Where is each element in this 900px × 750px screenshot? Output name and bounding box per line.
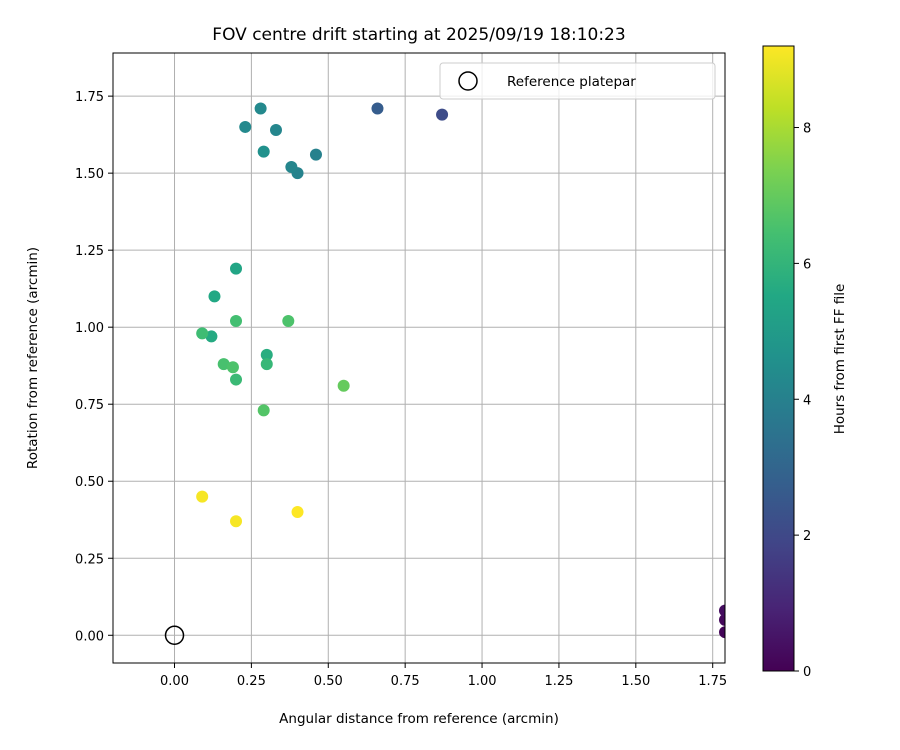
data-point (285, 160, 298, 173)
chart-title: FOV centre drift starting at 2025/09/19 … (212, 25, 625, 45)
data-point (719, 626, 725, 639)
y-axis-label: Rotation from reference (arcmin) (25, 247, 41, 469)
data-point (269, 124, 282, 137)
data-point (230, 515, 243, 528)
data-point (337, 379, 350, 392)
colorbar-tick-label: 2 (803, 529, 811, 544)
data-point (230, 262, 243, 275)
legend-marker (458, 71, 478, 91)
scatter-points (196, 102, 725, 639)
data-point (196, 327, 209, 340)
data-point (436, 108, 449, 121)
colorbar-tick-label: 6 (803, 257, 811, 272)
y-axis-ticks: 0.00 0.25 0.50 0.75 1.00 1.25 1.50 1.75 (75, 90, 113, 644)
x-tick-label: 0.75 (391, 674, 420, 689)
data-point (257, 145, 270, 158)
x-tick-label: 0.25 (237, 674, 266, 689)
colorbar-tick-label: 8 (803, 122, 811, 137)
x-tick-label: 1.75 (698, 674, 727, 689)
data-point (260, 348, 273, 361)
reference-marker (164, 625, 185, 646)
colorbar-gradient (762, 45, 795, 672)
data-point (309, 148, 322, 161)
data-point (371, 102, 384, 115)
data-point (291, 506, 304, 519)
x-tick-label: 1.25 (544, 674, 573, 689)
colorbar: 0 2 4 6 8 Hours from first FF file (762, 45, 848, 680)
y-tick-label: 1.75 (75, 90, 104, 105)
data-point (257, 404, 270, 417)
legend-label: Reference platepar (507, 74, 636, 90)
data-point (719, 604, 725, 617)
x-axis-label: Angular distance from reference (arcmin) (279, 711, 559, 727)
x-tick-label: 0.00 (160, 674, 189, 689)
y-tick-label: 0.25 (75, 552, 104, 567)
colorbar-tick-label: 4 (803, 393, 811, 408)
y-tick-label: 1.00 (75, 321, 104, 336)
x-tick-label: 1.50 (621, 674, 650, 689)
data-point (282, 315, 295, 328)
data-point (205, 330, 218, 343)
legend-box (439, 62, 716, 100)
y-tick-label: 0.00 (75, 629, 104, 644)
colorbar-tick-label: 0 (803, 665, 811, 680)
data-point (230, 373, 243, 386)
x-tick-label: 1.00 (468, 674, 497, 689)
y-tick-label: 0.50 (75, 475, 104, 490)
y-tick-label: 1.50 (75, 167, 104, 182)
x-axis-ticks: 0.00 0.25 0.50 0.75 1.00 1.25 1.50 1.75 (160, 663, 727, 689)
plot-frame (112, 52, 726, 664)
colorbar-label: Hours from first FF file (832, 284, 848, 435)
colorbar-ticks: 0 2 4 6 8 (794, 122, 811, 680)
y-tick-label: 1.25 (75, 244, 104, 259)
grid (113, 53, 725, 663)
data-point (217, 358, 230, 371)
data-point (230, 315, 243, 328)
legend: Reference platepar (439, 62, 716, 100)
data-point (196, 490, 209, 503)
x-tick-label: 0.50 (314, 674, 343, 689)
data-point (260, 358, 273, 371)
y-tick-label: 0.75 (75, 398, 104, 413)
data-point (254, 102, 267, 115)
data-point (239, 120, 252, 133)
data-point (719, 613, 725, 626)
data-point (226, 361, 239, 374)
data-point (208, 290, 221, 303)
